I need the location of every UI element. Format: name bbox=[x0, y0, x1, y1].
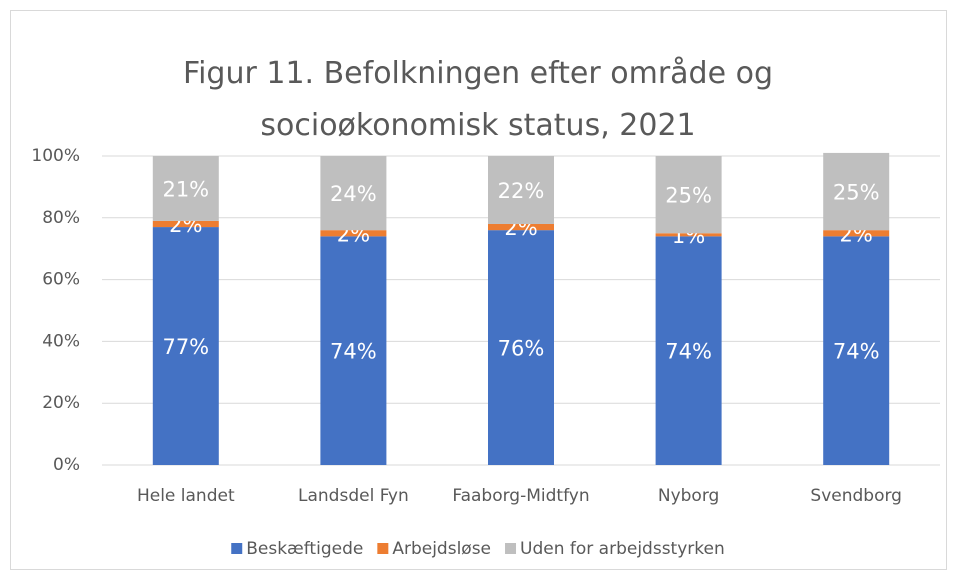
y-tick-label: 20% bbox=[42, 393, 80, 413]
data-label: 25% bbox=[833, 181, 880, 205]
x-tick-label: Faaborg-Midtfyn bbox=[452, 486, 589, 506]
legend-label: Uden for arbejdsstyrken bbox=[520, 539, 725, 559]
x-tick-label: Landsdel Fyn bbox=[298, 486, 409, 506]
y-tick-label: 40% bbox=[42, 331, 80, 351]
bar-segment bbox=[152, 156, 219, 221]
bar-segment bbox=[823, 152, 890, 231]
y-tick-label: 60% bbox=[42, 270, 80, 290]
bar-segment bbox=[488, 156, 554, 224]
chart-title: Figur 11. Befolkningen efter område og s… bbox=[183, 56, 773, 143]
data-label: 25% bbox=[665, 184, 712, 208]
data-label: 24% bbox=[330, 182, 377, 206]
bar-segment bbox=[655, 156, 722, 234]
bar-segment bbox=[320, 230, 387, 237]
data-label: 22% bbox=[498, 179, 545, 203]
data-label: 77% bbox=[162, 335, 209, 359]
bar-segment bbox=[152, 220, 219, 228]
bar-segment bbox=[655, 233, 722, 237]
legend-swatch bbox=[231, 543, 243, 554]
y-tick-label: 0% bbox=[53, 455, 80, 475]
bar-segment bbox=[488, 223, 554, 231]
data-label: 74% bbox=[330, 340, 377, 364]
legend-swatch bbox=[505, 543, 517, 554]
x-tick-label: Svendborg bbox=[810, 486, 902, 506]
bar-segment bbox=[823, 236, 890, 465]
data-label: 76% bbox=[498, 337, 545, 361]
bar-segment bbox=[320, 156, 387, 231]
data-label: 74% bbox=[833, 340, 880, 364]
y-tick-label: 80% bbox=[42, 208, 80, 228]
data-label: 21% bbox=[162, 177, 209, 201]
bar-segment bbox=[152, 227, 219, 465]
bar-segment bbox=[320, 236, 387, 465]
y-tick-label: 100% bbox=[31, 146, 80, 166]
x-tick-label: Hele landet bbox=[137, 486, 235, 506]
bar-segment bbox=[823, 230, 890, 237]
legend-swatch bbox=[377, 543, 389, 554]
legend-label: Beskæftigede bbox=[246, 539, 363, 559]
x-tick-label: Nyborg bbox=[658, 486, 719, 506]
chart-border bbox=[10, 10, 947, 570]
bar-segment bbox=[488, 230, 554, 465]
legend-label: Arbejdsløse bbox=[392, 539, 491, 559]
bar-segment bbox=[655, 236, 722, 465]
data-label: 74% bbox=[665, 340, 712, 364]
